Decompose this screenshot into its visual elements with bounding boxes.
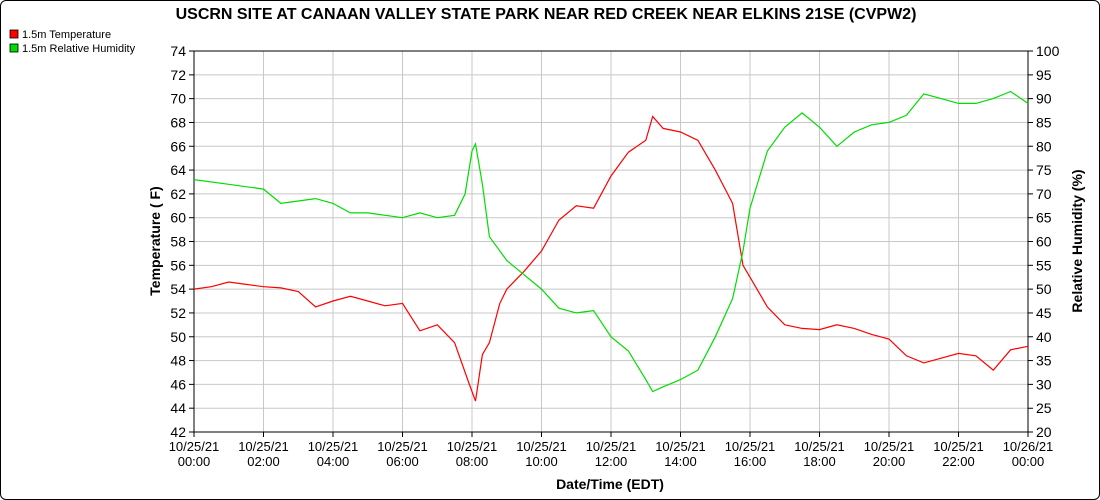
y-tick-label: 42 — [170, 424, 186, 440]
x-tick-time: 18:00 — [803, 454, 836, 469]
chart-title: USCRN SITE AT CANAAN VALLEY STATE PARK N… — [176, 6, 917, 23]
legend-label-humidity: 1.5m Relative Humidity — [22, 43, 136, 55]
y-tick-label: 64 — [170, 162, 186, 178]
x-tick-date: 10/25/21 — [725, 439, 776, 454]
x-tick-date: 10/25/21 — [447, 439, 498, 454]
y-tick-label: 62 — [170, 186, 186, 202]
x-tick-time: 16:00 — [734, 454, 767, 469]
x-tick-time: 22:00 — [942, 454, 975, 469]
x-axis-label: Date/Time (EDT) — [556, 476, 664, 492]
x-tick-date: 10/25/21 — [169, 439, 220, 454]
y2-tick-label: 35 — [1036, 353, 1052, 369]
x-tick-time: 14:00 — [664, 454, 697, 469]
y-tick-label: 68 — [170, 114, 186, 130]
y-axis-label: Temperature ( F) — [147, 186, 163, 295]
y2-tick-label: 40 — [1036, 329, 1052, 345]
y2-tick-label: 45 — [1036, 305, 1052, 321]
x-tick-date: 10/25/21 — [238, 439, 289, 454]
y-tick-label: 46 — [170, 376, 186, 392]
y2-tick-label: 50 — [1036, 281, 1052, 297]
x-tick-time: 04:00 — [317, 454, 350, 469]
y2-tick-label: 90 — [1036, 91, 1052, 107]
y2-tick-label: 55 — [1036, 257, 1052, 273]
y-tick-label: 66 — [170, 138, 186, 154]
y2-tick-label: 60 — [1036, 234, 1052, 250]
x-tick-date: 10/26/21 — [1003, 439, 1054, 454]
y-tick-label: 70 — [170, 91, 186, 107]
axes: 42 44 46 48 50 52 54 56 58 60 62 64 66 68 70 72 74 20 25 30… — [169, 43, 1060, 469]
x-tick-time: 06:00 — [386, 454, 419, 469]
x-tick-date: 10/25/21 — [516, 439, 567, 454]
x-tick-date: 10/25/21 — [655, 439, 706, 454]
y-tick-label: 52 — [170, 305, 186, 321]
y-tick-label: 48 — [170, 353, 186, 369]
x-tick-time: 02:00 — [247, 454, 280, 469]
x-tick-time: 12:00 — [595, 454, 628, 469]
y2-tick-label: 100 — [1036, 43, 1060, 59]
y-tick-label: 54 — [170, 281, 186, 297]
x-tick-date: 10/25/21 — [794, 439, 845, 454]
x-tick-date: 10/25/21 — [308, 439, 359, 454]
y2-tick-label: 65 — [1036, 210, 1052, 226]
y2-tick-label: 95 — [1036, 67, 1052, 83]
legend-swatch-temperature — [9, 29, 19, 39]
x-tick-time: 10:00 — [525, 454, 558, 469]
y-tick-label: 44 — [170, 400, 186, 416]
humidity-line — [193, 90, 1029, 393]
y-tick-label: 74 — [170, 43, 186, 59]
x-tick-date: 10/25/21 — [586, 439, 637, 454]
x-tick-date: 10/25/21 — [933, 439, 984, 454]
y2-axis-label: Relative Humidity (%) — [1069, 169, 1085, 312]
y-tick-label: 50 — [170, 329, 186, 345]
y2-tick-label: 75 — [1036, 162, 1052, 178]
y-tick-label: 72 — [170, 67, 186, 83]
x-tick-time: 20:00 — [873, 454, 906, 469]
temperature-line — [193, 115, 1029, 402]
x-tick-time: 00:00 — [1012, 454, 1045, 469]
x-tick-time: 08:00 — [456, 454, 489, 469]
y2-tick-label: 30 — [1036, 376, 1052, 392]
grid — [193, 50, 1029, 433]
x-tick-time: 00:00 — [178, 454, 211, 469]
series-lines — [193, 90, 1029, 402]
legend-swatch-humidity — [9, 43, 19, 53]
x-tick-date: 10/25/21 — [864, 439, 915, 454]
y2-tick-label: 25 — [1036, 400, 1052, 416]
y-tick-label: 56 — [170, 257, 186, 273]
legend-label-temperature: 1.5m Temperature — [22, 29, 111, 41]
y2-tick-label: 85 — [1036, 114, 1052, 130]
y-tick-label: 58 — [170, 234, 186, 250]
plot-border — [193, 50, 1029, 433]
y2-tick-label: 80 — [1036, 138, 1052, 154]
legend: 1.5m Temperature 1.5m Relative Humidity — [9, 29, 136, 55]
x-tick-date: 10/25/21 — [377, 439, 428, 454]
y2-tick-label: 70 — [1036, 186, 1052, 202]
y-tick-label: 60 — [170, 210, 186, 226]
y2-tick-label: 20 — [1036, 424, 1052, 440]
